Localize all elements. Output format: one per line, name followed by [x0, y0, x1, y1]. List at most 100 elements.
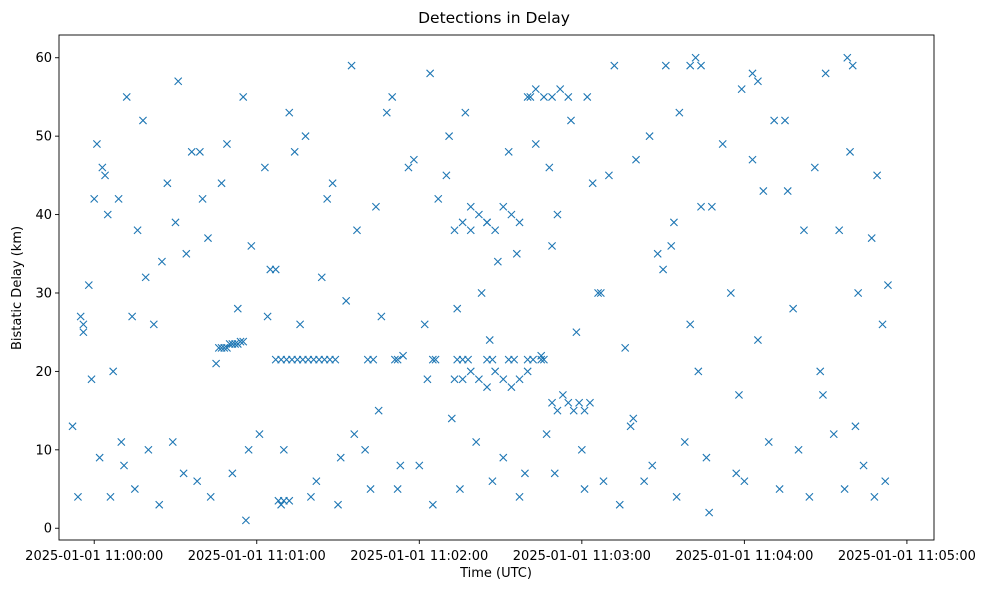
data-point: [615, 500, 624, 509]
data-point: [548, 92, 557, 101]
data-point: [409, 155, 418, 164]
data-point: [98, 163, 107, 172]
data-point: [244, 445, 253, 454]
data-point: [434, 194, 443, 203]
data-point: [488, 355, 497, 364]
data-point: [179, 469, 188, 478]
data-point: [846, 147, 855, 156]
data-point: [542, 430, 551, 439]
data-point: [748, 155, 757, 164]
x-tick-label: 2025-01-01 11:01:00: [188, 549, 326, 564]
data-point: [781, 116, 789, 125]
data-point: [95, 453, 104, 462]
data-point: [222, 343, 231, 352]
data-point: [764, 437, 773, 446]
data-point: [491, 367, 500, 376]
data-point: [740, 477, 749, 486]
data-point: [583, 92, 592, 101]
data-point: [453, 304, 462, 313]
data-point: [222, 140, 231, 148]
data-point: [604, 171, 613, 180]
data-point: [588, 179, 597, 188]
data-point: [168, 437, 177, 446]
data-point: [705, 508, 714, 517]
data-point: [133, 226, 142, 235]
data-point: [794, 445, 803, 454]
data-point: [331, 355, 340, 364]
data-point: [182, 249, 191, 258]
data-point: [114, 194, 123, 203]
y-axis: 0 10 20 30 40 50 60: [35, 51, 59, 537]
data-point: [504, 147, 513, 156]
data-point: [428, 355, 437, 364]
data-point: [163, 179, 172, 188]
data-point: [461, 108, 470, 117]
data-point: [466, 226, 475, 235]
data-point: [466, 202, 475, 211]
data-point: [537, 351, 546, 360]
data-point: [661, 61, 670, 70]
data-point: [610, 61, 619, 70]
data-point: [585, 398, 594, 407]
y-tick-label: 50: [35, 130, 52, 145]
data-point: [455, 485, 464, 494]
data-point: [572, 328, 581, 337]
data-point: [92, 140, 101, 148]
data-point: [843, 53, 852, 62]
data-point: [529, 355, 538, 364]
data-point: [122, 92, 131, 101]
data-point: [103, 210, 112, 219]
data-point: [599, 477, 608, 486]
data-point: [499, 453, 508, 462]
data-point: [393, 355, 402, 364]
data-point: [260, 163, 269, 172]
data-point: [567, 116, 575, 125]
data-point: [266, 265, 275, 274]
data-point: [718, 140, 727, 148]
data-point: [707, 202, 716, 211]
data-point: [659, 265, 668, 274]
data-point: [878, 320, 887, 329]
data-point: [734, 390, 743, 399]
data-point: [101, 171, 110, 180]
data-point: [128, 312, 137, 321]
data-point: [789, 304, 798, 313]
data-point: [431, 355, 440, 364]
data-point: [445, 132, 454, 141]
chart-title: Detections in Delay: [418, 9, 570, 27]
data-point: [515, 375, 524, 384]
data-point: [328, 179, 337, 188]
data-point: [247, 241, 256, 250]
data-point: [810, 163, 819, 172]
data-point: [483, 218, 492, 227]
data-point: [759, 187, 768, 196]
data-point: [545, 163, 554, 172]
data-point: [415, 461, 424, 470]
data-points: [68, 53, 892, 525]
y-tick-label: 20: [35, 365, 52, 380]
data-point: [404, 163, 413, 172]
data-point: [79, 328, 88, 337]
data-point: [87, 375, 96, 384]
data-point: [450, 226, 459, 235]
data-point: [312, 477, 321, 486]
data-point: [680, 437, 689, 446]
data-point: [285, 108, 294, 117]
y-axis-title: Bistatic Delay (km): [10, 226, 25, 350]
data-point: [867, 234, 876, 243]
data-point: [556, 85, 565, 94]
data-point: [553, 210, 562, 219]
data-point: [464, 355, 473, 364]
data-point: [263, 312, 272, 321]
data-point: [548, 398, 557, 407]
data-point: [821, 69, 830, 78]
data-point: [859, 461, 868, 470]
data-point: [829, 430, 838, 439]
data-point: [390, 355, 399, 364]
data-point: [285, 496, 294, 505]
data-point: [702, 453, 711, 462]
data-point: [450, 375, 459, 384]
data-point: [277, 500, 286, 509]
